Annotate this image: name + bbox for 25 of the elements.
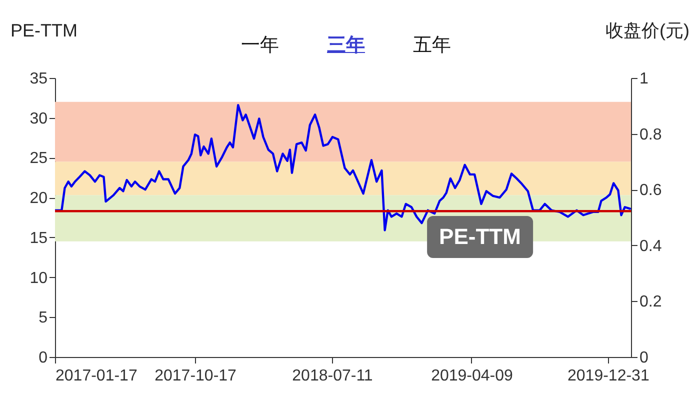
y2-tick-label: 0.2 — [640, 294, 662, 311]
x-tick-label: 2017-01-17 — [56, 368, 138, 384]
x-tick-label: 2018-07-11 — [292, 368, 373, 384]
y-tick-label: 25 — [30, 150, 48, 168]
x-tick-label: 2017-10-17 — [154, 368, 237, 384]
y-tick-label: 35 — [30, 70, 48, 88]
y-tick-label: 30 — [30, 110, 48, 128]
text: 五年 — [413, 34, 451, 58]
y-tick-label: 10 — [30, 270, 48, 287]
text: 三年 — [327, 34, 365, 58]
y-tick-label: 0 — [38, 350, 48, 366]
y2-tick-label: 0.6 — [640, 182, 662, 200]
annotation: PE-TTM — [427, 216, 533, 258]
y-tick-label: 5 — [38, 310, 48, 327]
y2-tick-label: 1 — [640, 70, 648, 88]
y-tick-label: 20 — [30, 190, 48, 208]
y-axis-title: PE-TTM — [10, 20, 78, 40]
y2-tick-label: 0.8 — [640, 126, 662, 144]
y2-axis-title: 收盘价(元) — [606, 20, 690, 40]
y2-tick-label: 0.4 — [640, 238, 662, 255]
x-tick-label: 2019-04-09 — [431, 368, 514, 384]
x-tick-label: 2019-12-31 — [567, 368, 650, 384]
text: 一年 — [241, 34, 279, 58]
y2-tick-label: 0 — [640, 350, 648, 366]
y-tick-label: 15 — [30, 230, 48, 247]
